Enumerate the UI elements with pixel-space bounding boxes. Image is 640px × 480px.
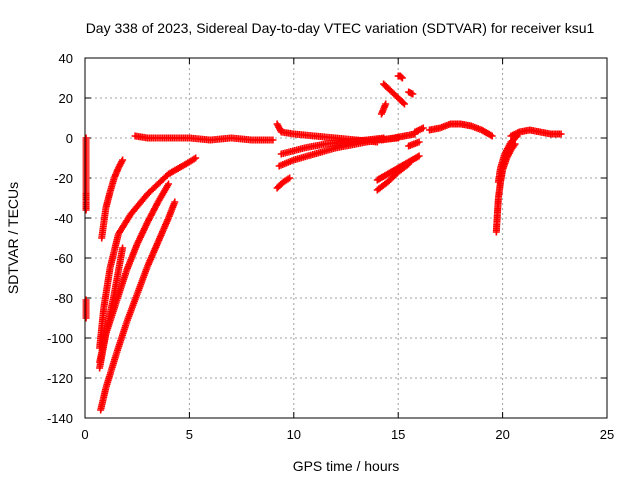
y-tick-label: -60 [54,251,73,266]
series-arc-e [96,244,127,366]
data-point [414,153,422,161]
y-tick-label: -120 [47,371,73,386]
y-tick-label: -20 [54,171,73,186]
series-arc-u [426,120,496,140]
data-point [399,99,407,107]
data-point [192,154,200,162]
series-arc-r [377,130,419,144]
data-point [415,152,423,160]
data-point [409,90,417,98]
data-point [165,180,173,188]
data-point [171,198,179,206]
y-tick-label: -100 [47,331,73,346]
data-points [82,72,565,414]
series-arc-i [273,174,294,192]
x-tick-label: 5 [186,427,193,442]
series-arc-s [405,138,423,150]
data-point [400,100,408,108]
x-tick-label: 25 [600,427,614,442]
series-arc-x [507,126,565,140]
data-point [286,174,294,182]
series-arc-k [277,134,388,158]
series-arc-q [373,152,423,184]
data-point [397,73,405,81]
data-point [382,100,390,108]
data-point [398,74,406,82]
x-axis-label: GPS time / hours [293,458,400,474]
series-arc-f [97,198,179,414]
series-arc-c [96,154,200,352]
x-tick-label: 0 [81,427,88,442]
data-point [269,136,277,144]
y-tick-label: -140 [47,411,73,426]
y-tick-label: -80 [54,291,73,306]
x-tick-label: 10 [287,427,301,442]
data-point [488,132,496,140]
data-point [419,124,427,132]
y-tick-label: 20 [59,91,73,106]
x-tick-label: 20 [495,427,509,442]
data-point [557,130,565,138]
y-axis-label: SDTVAR / TECUs [5,182,21,294]
series-arc-n [394,72,406,82]
y-tick-label: 0 [66,131,73,146]
data-point [487,131,495,139]
series-arc-b [98,156,127,242]
series-arc-g [131,132,277,144]
series-arc-o [405,88,417,98]
data-point [82,314,90,322]
data-point [119,156,127,164]
chart-title: Day 338 of 2023, Sidereal Day-to-day VTE… [86,20,595,36]
series-arc-m [380,80,408,108]
series-arc-l [377,100,390,118]
series-arc-a [82,134,90,322]
plot-frame [84,57,608,419]
y-tick-label: 40 [59,51,73,66]
data-point [415,138,423,146]
tick-labels: 0 5 10 15 20 25 -140 -120 -100 -80 -60 -40 -20 0 20 40 [47,51,614,442]
series-arc-t [411,124,427,136]
y-tick-label: -40 [54,211,73,226]
data-point [119,244,127,252]
data-point [82,206,90,214]
x-tick-label: 15 [391,427,405,442]
